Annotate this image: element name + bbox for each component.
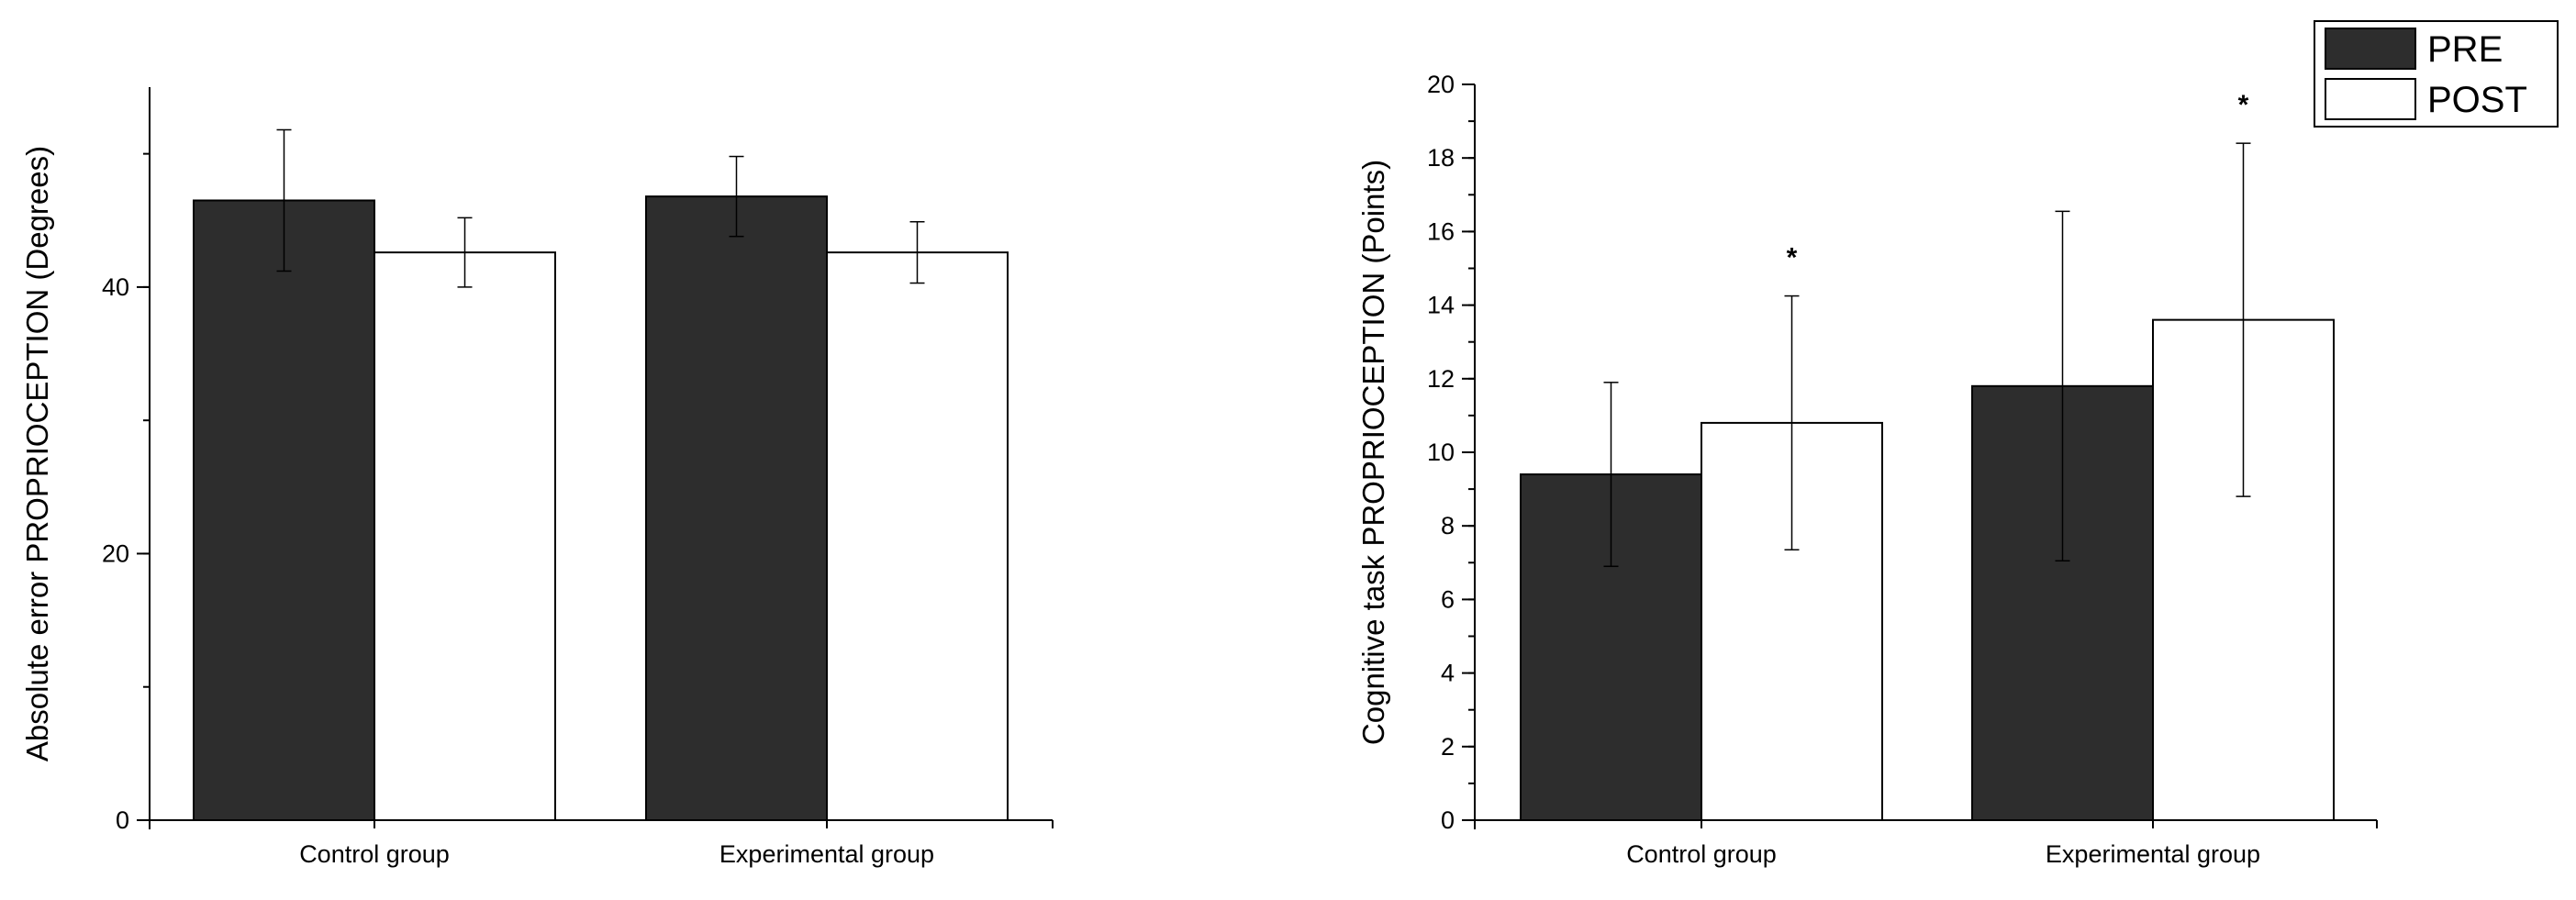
y-tick-label: 12	[1427, 365, 1455, 393]
y-tick-label: 20	[102, 539, 129, 567]
significance-marker: *	[2238, 90, 2249, 120]
x-category-label: Experimental group	[719, 840, 934, 868]
y-tick-label: 6	[1441, 585, 1455, 613]
x-category-label: Control group	[1626, 840, 1777, 868]
y-tick-label: 40	[102, 273, 129, 301]
legend-label-pre: PRE	[2427, 29, 2503, 70]
bar-pre-experimental	[645, 195, 828, 821]
bar-post-control	[374, 251, 556, 821]
x-category-label: Control group	[299, 840, 450, 868]
y-tick-label: 18	[1427, 144, 1455, 172]
x-category-label: Experimental group	[2046, 840, 2260, 868]
y-tick-label: 0	[1441, 806, 1455, 834]
y-tick-label: 0	[116, 806, 129, 834]
y-tick-label: 4	[1441, 660, 1455, 687]
y-tick-label: 16	[1427, 217, 1455, 245]
legend-swatch-pre	[2325, 28, 2416, 70]
significance-marker: *	[1787, 243, 1798, 273]
bar-pre-control	[193, 199, 375, 821]
y-tick-label: 14	[1427, 292, 1455, 319]
y-axis-title: Absolute error PROPRIOCEPTION (Degrees)	[20, 146, 54, 761]
y-tick-label: 10	[1427, 439, 1455, 466]
chart-absolute-error: 0 20 40 Control group Experimental group Abso…	[20, 87, 1054, 868]
y-tick-label: 8	[1441, 512, 1455, 539]
y-tick-label: 20	[1427, 71, 1455, 98]
y-tick-label: 2	[1441, 733, 1455, 761]
y-axis-title: Cognitive task PROPRIOCEPTION (Points)	[1356, 160, 1390, 745]
bar-post-experimental	[826, 251, 1009, 821]
legend: PRE POST	[2314, 20, 2559, 128]
legend-swatch-post	[2325, 78, 2416, 120]
chart-cognitive-task: 0 2 4 6 8 10 12 14 16 18 20 Control group Experiment…	[1356, 71, 2378, 868]
legend-label-post: POST	[2427, 80, 2527, 120]
